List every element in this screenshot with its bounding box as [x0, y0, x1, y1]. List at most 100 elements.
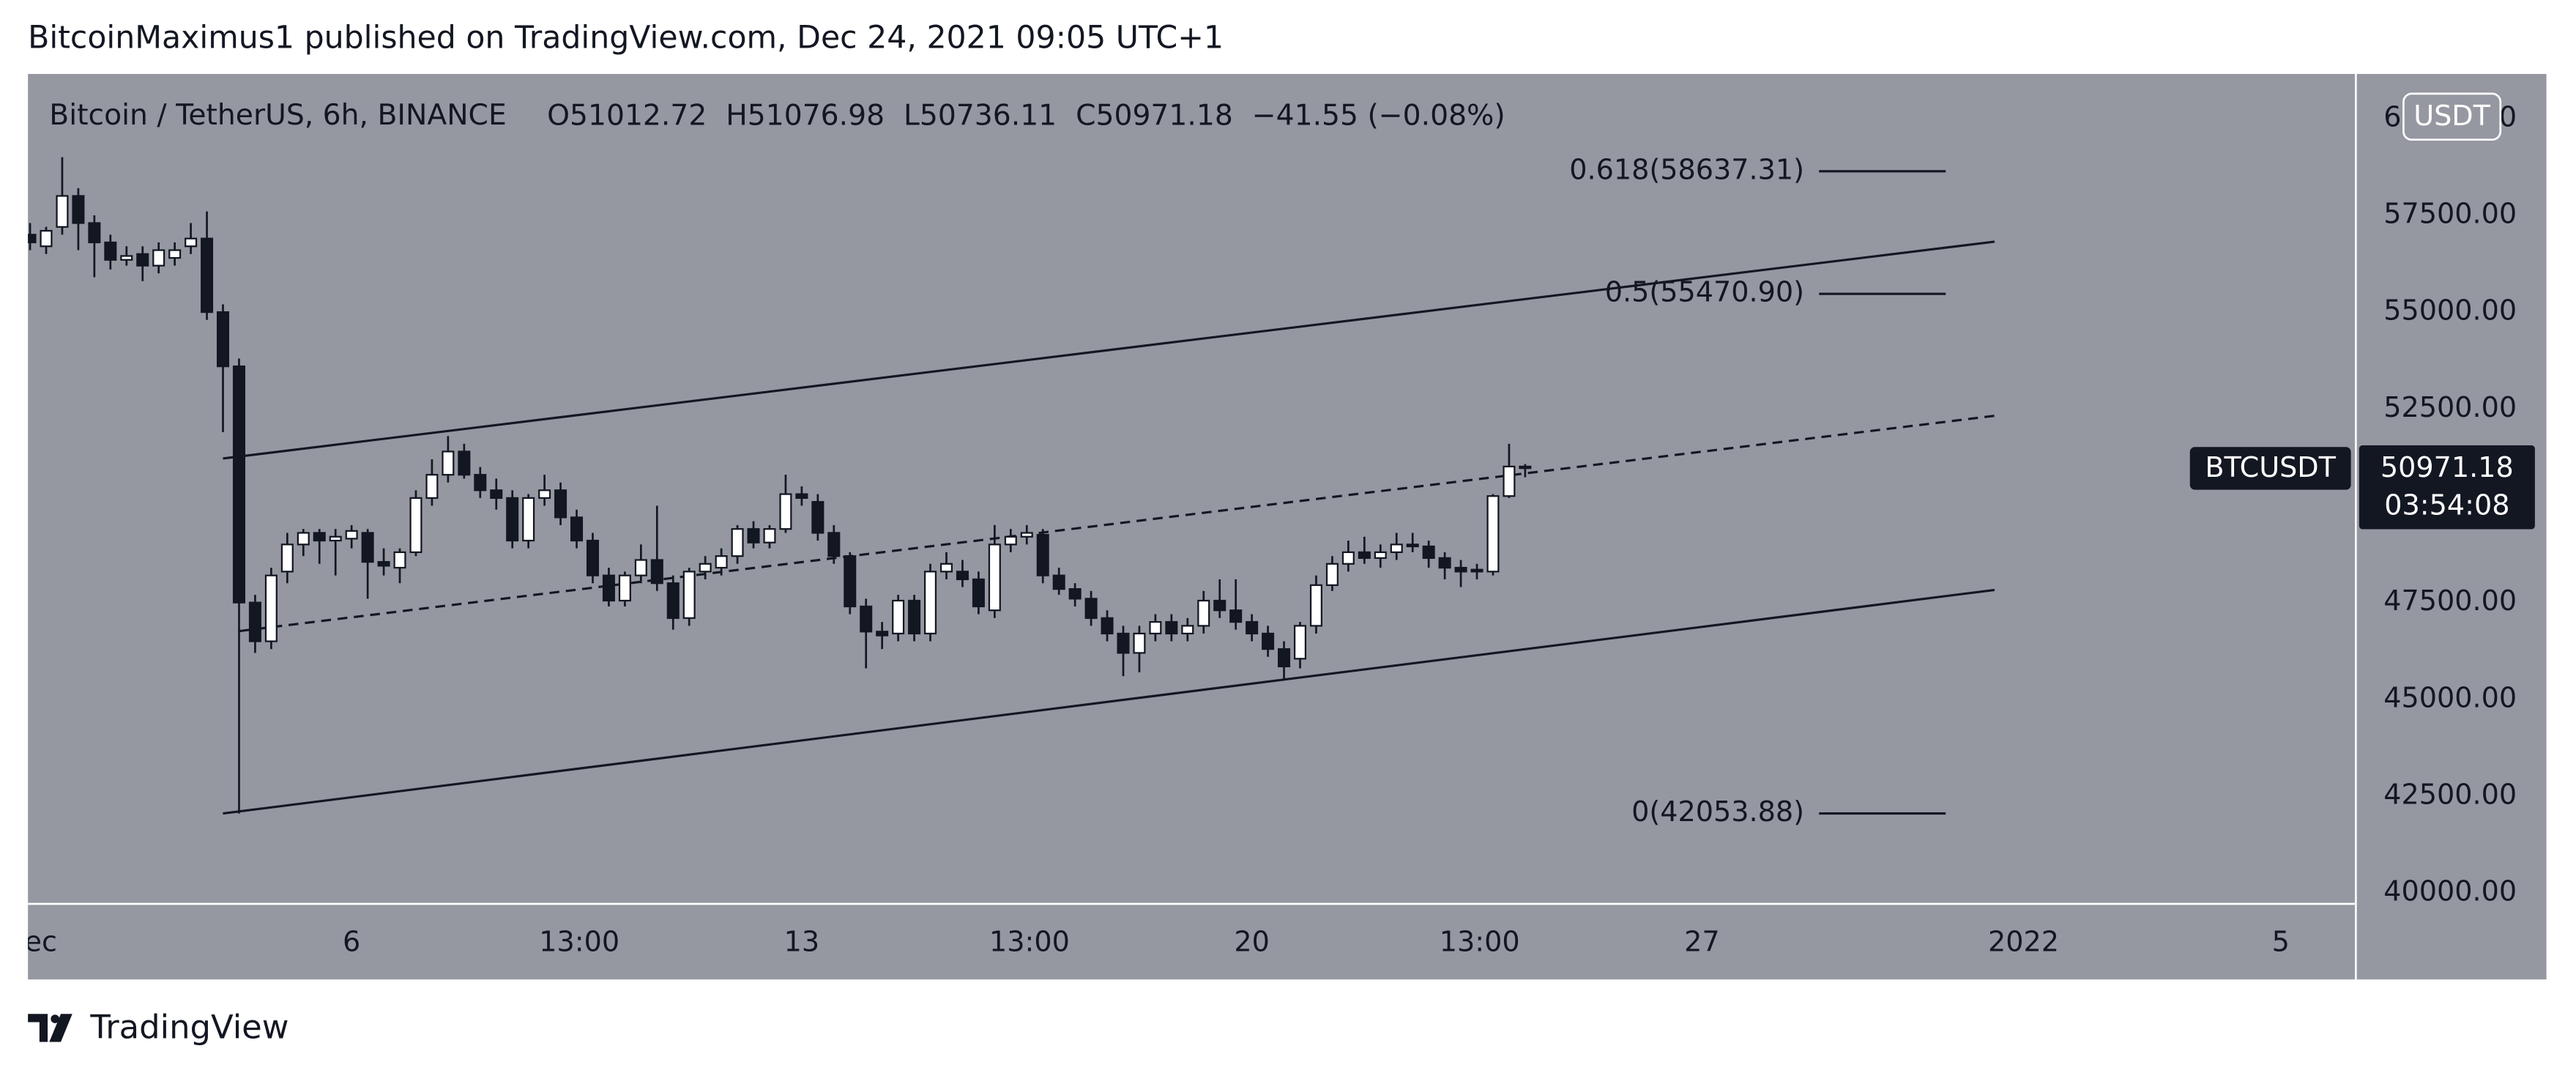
x-tick-label: 20 — [1234, 925, 1270, 957]
candle-body — [1117, 632, 1130, 654]
candle-body — [1422, 545, 1435, 559]
logo-shape — [28, 1014, 48, 1042]
candle-body — [1519, 465, 1532, 470]
candle-body — [28, 234, 37, 244]
logo-shape — [51, 1014, 60, 1023]
y-tick-label: 40000.00 — [2383, 875, 2517, 908]
candle-body — [1486, 495, 1500, 573]
channel-line — [223, 240, 1995, 460]
y-tick-label: 52500.00 — [2383, 391, 2517, 423]
symbol-tag — [2189, 447, 2351, 490]
candle-body — [522, 497, 535, 542]
candle-body — [988, 543, 1001, 612]
ohlc-label: C — [1076, 99, 1095, 132]
candle-body — [811, 501, 824, 534]
candle-body — [554, 489, 567, 519]
candle-body — [1229, 609, 1243, 623]
candle-body — [538, 489, 551, 500]
candle-body — [1020, 532, 1033, 538]
candle-body — [1406, 543, 1419, 548]
currency-box[interactable] — [2402, 92, 2502, 141]
candle-body — [168, 249, 182, 259]
candle-body — [1004, 535, 1017, 546]
candle-body — [1390, 543, 1403, 554]
candle-body — [634, 559, 647, 576]
candle-body — [232, 366, 245, 604]
candle-body — [715, 555, 728, 569]
candle-body — [1278, 648, 1291, 668]
candle-body — [297, 532, 310, 546]
ohlc-value: 51076.98 — [748, 99, 885, 132]
candle-body — [1246, 620, 1259, 635]
chart-background — [28, 73, 2547, 980]
x-tick-label: 13 — [784, 925, 820, 957]
ohlc-value: 50971.18 — [1096, 99, 1233, 132]
candle-body — [185, 237, 198, 248]
candle-body — [216, 311, 230, 368]
candle-body — [104, 241, 117, 261]
symbol-title: Bitcoin / TetherUS, 6h, BINANCE — [49, 99, 506, 132]
candle-body — [956, 571, 969, 581]
candle-body — [248, 601, 261, 642]
last-price: 50971.18 — [2380, 451, 2514, 483]
candle-body — [1454, 566, 1467, 573]
y-tick-label: 57500.00 — [2383, 197, 2517, 229]
candle-body — [474, 474, 487, 491]
candle-body — [763, 528, 776, 543]
candle-body — [1149, 620, 1162, 635]
candle-body — [1197, 599, 1210, 627]
x-tick-label: 13:00 — [989, 925, 1070, 957]
candle-body — [201, 237, 214, 313]
candle-body — [731, 528, 744, 557]
candle-body — [425, 474, 439, 500]
candle-body — [1052, 574, 1065, 590]
candle-body — [88, 222, 101, 244]
ohlc-legend: O51012.72 H51076.98 L50736.11 C50971.18 … — [547, 99, 1505, 132]
candle-body — [1101, 617, 1114, 635]
ohlc-label: L — [904, 99, 920, 132]
candle-body — [1213, 599, 1226, 612]
candle-body — [361, 532, 374, 563]
candle-body — [1165, 620, 1178, 635]
y-tick-label: 55000.00 — [2383, 294, 2517, 327]
fib-level-label: 0(42053.88) — [1631, 795, 1804, 828]
candle-body — [666, 582, 680, 619]
candle-body — [1084, 598, 1098, 619]
candle-body — [442, 450, 455, 476]
candle-body — [779, 493, 792, 530]
candle-body — [1309, 584, 1322, 627]
candle-body — [345, 530, 358, 540]
candle-body — [795, 493, 808, 500]
candle-body — [329, 535, 342, 542]
candle-body — [120, 255, 133, 261]
change: −41.55 (−0.08%) — [1252, 99, 1505, 132]
plot-area: 0.618(58637.31) 0.5(55470.90) 0(42053.88) — [28, 153, 1995, 828]
x-tick-label: 5 — [2272, 925, 2290, 957]
symbol-tag-text: BTCUSDT — [2205, 451, 2336, 483]
candle-body — [586, 539, 600, 576]
candle-body — [892, 599, 905, 635]
candle-body — [1293, 625, 1307, 660]
candle-body — [602, 574, 615, 602]
candle-body — [570, 516, 584, 542]
publish-header: BitcoinMaximus1 published on TradingView… — [28, 19, 1224, 56]
candle-body — [972, 578, 985, 608]
currency[interactable]: USDT — [2413, 100, 2490, 132]
x-tick-label: Dec — [3, 925, 57, 957]
candle-body — [136, 253, 149, 267]
y-tick-label: 42500.00 — [2383, 779, 2517, 811]
candle-body — [876, 631, 889, 637]
candle-body — [747, 528, 760, 543]
candle-body — [1181, 625, 1194, 635]
candle-body — [1036, 534, 1049, 576]
candle-body — [924, 571, 937, 635]
candle-body — [506, 497, 519, 542]
candle-body — [827, 532, 841, 557]
candle-body — [1503, 465, 1516, 497]
time-axis: Dec 6 13:00 13 13:00 20 13:00 27 2022 5 — [3, 903, 2290, 957]
y-tick-label: 45000.00 — [2383, 681, 2517, 713]
candle-body — [1262, 632, 1275, 650]
y-tick-label: 47500.00 — [2383, 585, 2517, 617]
price-tags: USDT BTCUSDT 50971.18 03:54:08 — [2189, 92, 2535, 530]
